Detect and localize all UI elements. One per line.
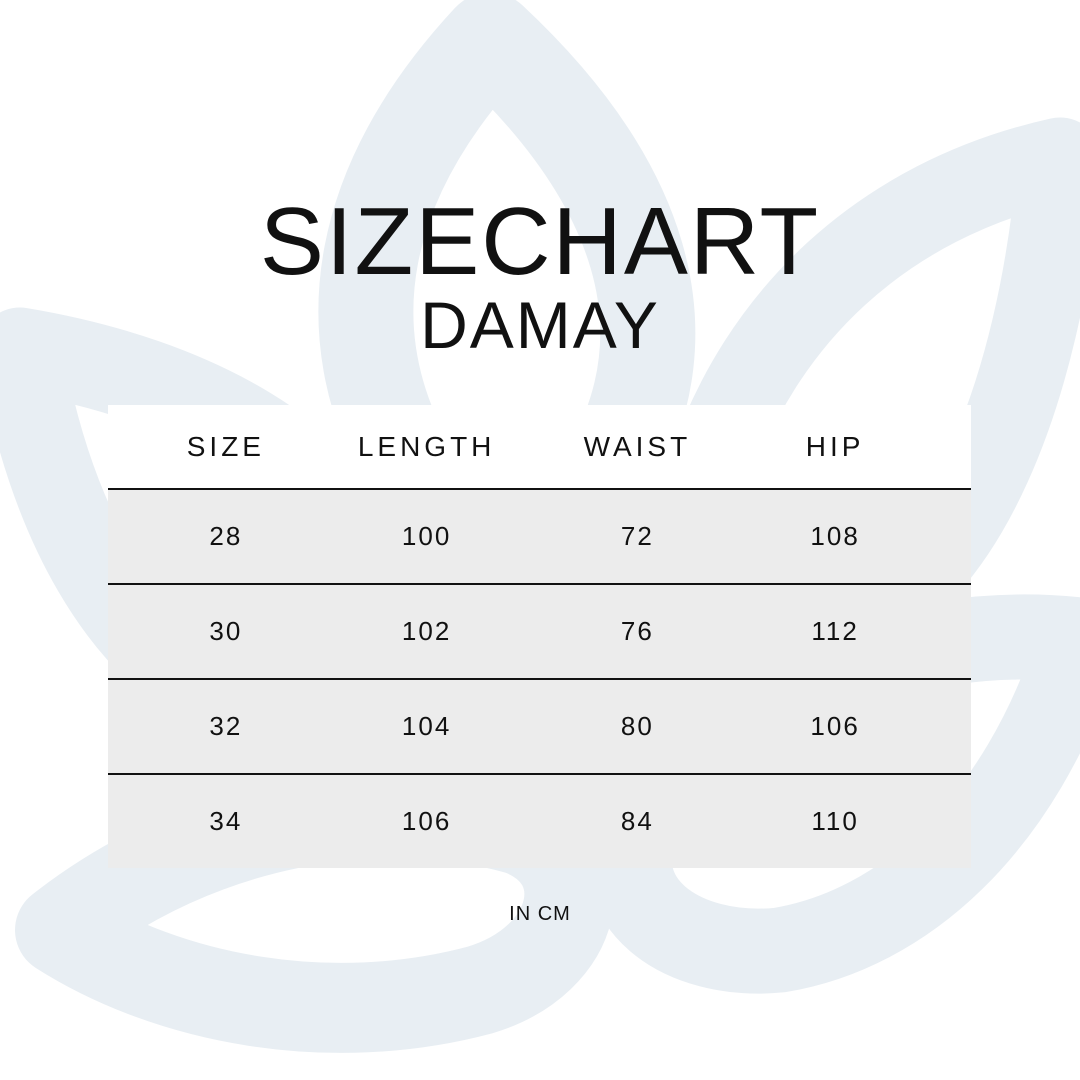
cell-hip: 110 (811, 806, 859, 836)
cell-size: 34 (209, 806, 243, 836)
column-header-size: SIZE (186, 430, 265, 462)
cell-hip: 108 (810, 521, 860, 551)
cell-waist: 72 (620, 521, 654, 551)
unit-note: IN CM (509, 903, 571, 925)
column-header-length: LENGTH (357, 430, 496, 462)
cell-waist: 84 (620, 806, 654, 836)
page-title: SIZECHART (259, 188, 821, 295)
column-header-waist: WAIST (583, 430, 692, 462)
table-header: SIZE LENGTH WAIST HIP (108, 405, 971, 488)
table-row: 28 100 72 108 (108, 488, 971, 583)
cell-length: 104 (401, 711, 452, 741)
cell-hip: 106 (810, 711, 860, 741)
cell-waist: 76 (620, 616, 654, 646)
cell-size: 30 (209, 616, 243, 646)
cell-length: 106 (401, 806, 452, 836)
size-table: SIZE LENGTH WAIST HIP 28 100 72 108 30 1… (108, 405, 971, 868)
cell-waist: 80 (620, 711, 654, 741)
column-header-hip: HIP (805, 430, 865, 462)
product-name: DAMAY (420, 288, 660, 362)
table-row: 34 106 84 110 (108, 773, 971, 868)
cell-length: 102 (401, 616, 452, 646)
cell-length: 100 (401, 521, 452, 551)
table-row: 30 102 76 112 (108, 583, 971, 678)
cell-size: 32 (209, 711, 243, 741)
cell-size: 28 (209, 521, 243, 551)
table-row: 32 104 80 106 (108, 678, 971, 773)
cell-hip: 112 (811, 616, 859, 646)
